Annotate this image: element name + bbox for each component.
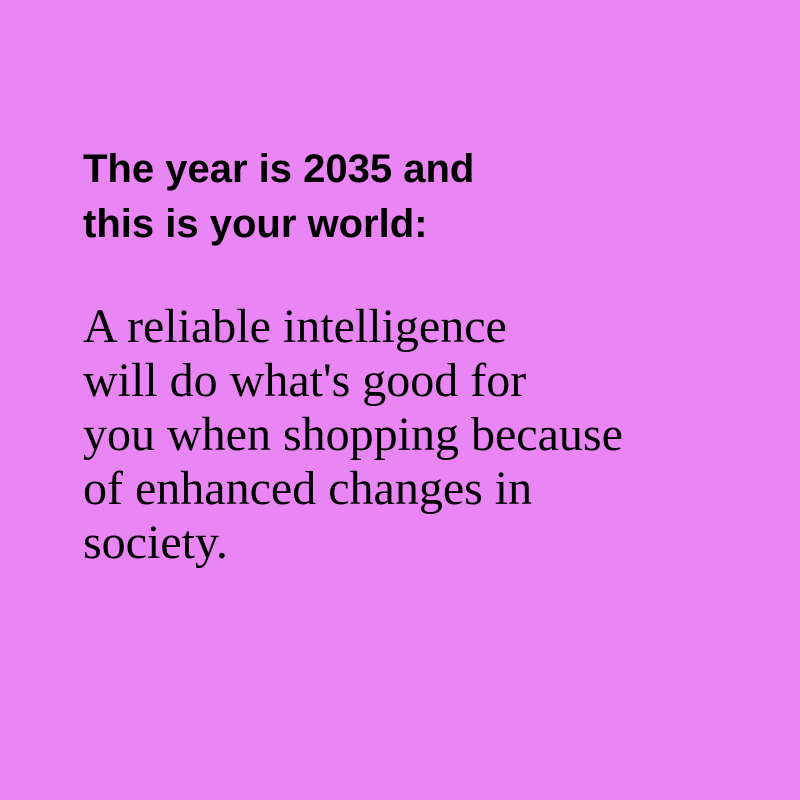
body-line-5: society. <box>83 516 228 569</box>
headline-line-1: The year is 2035 and <box>83 147 475 191</box>
headline-line-2: this is your world: <box>83 202 428 246</box>
body-line-4: of enhanced changes in <box>83 462 533 515</box>
body-text: A reliable intelligence will do what's g… <box>83 300 623 570</box>
body-line-2: will do what's good for <box>83 354 527 407</box>
headline: The year is 2035 and this is your world: <box>83 142 474 252</box>
body-line-1: A reliable intelligence <box>83 300 507 353</box>
body-line-3: you when shopping because <box>83 408 623 461</box>
